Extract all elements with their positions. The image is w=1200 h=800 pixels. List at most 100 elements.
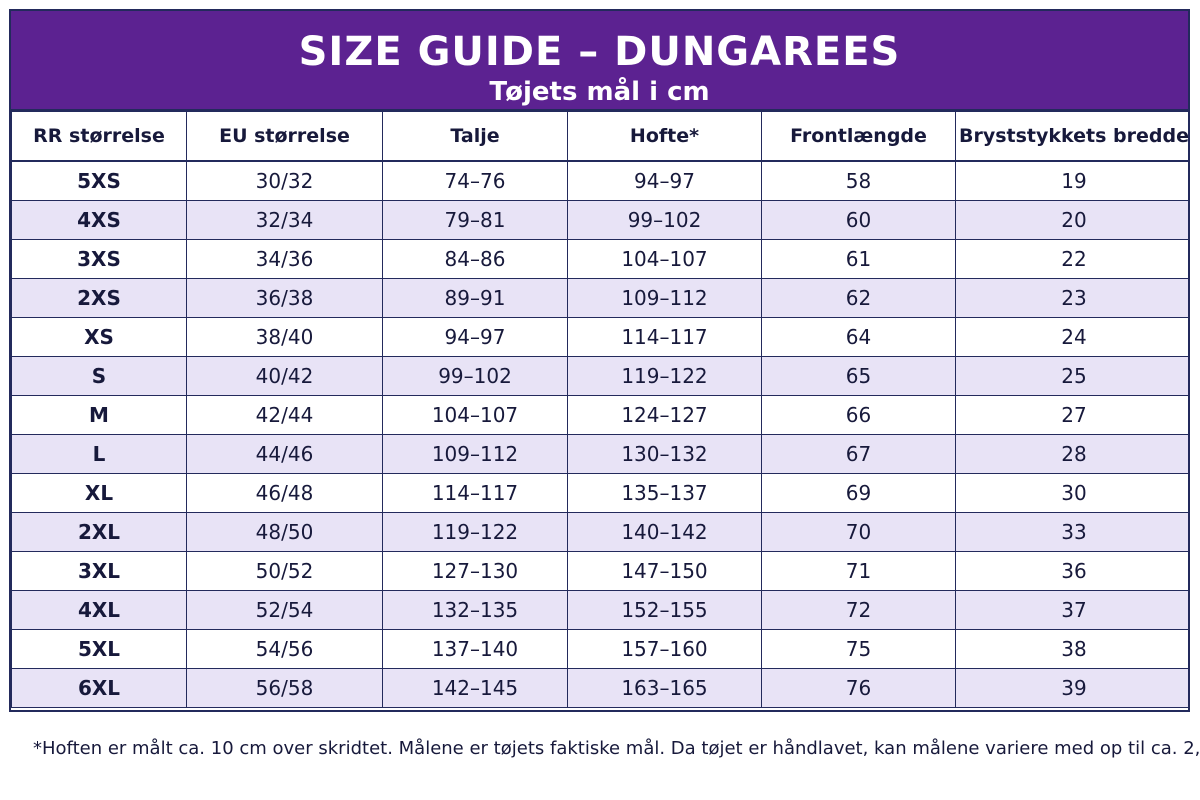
size-table: RR størrelse EU størrelse Talje Hofte* F… <box>11 111 1188 708</box>
waist-cell: 104–107 <box>382 395 568 435</box>
rr-size-cell: 2XL <box>11 512 187 552</box>
rr-size-cell: 2XS <box>11 278 187 318</box>
hip-cell: 109–112 <box>567 278 762 318</box>
bib-width-cell: 24 <box>955 317 1188 357</box>
eu-size-cell: 54/56 <box>186 629 383 669</box>
bib-width-cell: 28 <box>955 434 1188 474</box>
rr-size-cell: L <box>11 434 187 474</box>
column-header-front-length: Frontlængde <box>761 111 956 162</box>
rr-size-cell: 6XL <box>11 668 187 708</box>
waist-cell: 79–81 <box>382 200 568 240</box>
footnote: *Hoften er målt ca. 10 cm over skridtet.… <box>33 738 1200 759</box>
table-row: 4XL 52/54 132–135 152–155 72 37 <box>11 590 1188 630</box>
eu-size-cell: 46/48 <box>186 473 383 513</box>
hip-cell: 163–165 <box>567 668 762 708</box>
front-length-cell: 61 <box>761 239 956 279</box>
front-length-cell: 66 <box>761 395 956 435</box>
rr-size-cell: 4XL <box>11 590 187 630</box>
rr-size-cell: 4XS <box>11 200 187 240</box>
page-subtitle: Tøjets mål i cm <box>489 77 710 107</box>
table-row: S 40/42 99–102 119–122 65 25 <box>11 356 1188 396</box>
front-length-cell: 60 <box>761 200 956 240</box>
waist-cell: 114–117 <box>382 473 568 513</box>
eu-size-cell: 40/42 <box>186 356 383 396</box>
bib-width-cell: 23 <box>955 278 1188 318</box>
rr-size-cell: XL <box>11 473 187 513</box>
front-length-cell: 64 <box>761 317 956 357</box>
bib-width-cell: 30 <box>955 473 1188 513</box>
column-header-bib-width: Bryststykkets bredde <box>955 111 1188 162</box>
eu-size-cell: 52/54 <box>186 590 383 630</box>
front-length-cell: 70 <box>761 512 956 552</box>
rr-size-cell: 5XS <box>11 160 187 201</box>
column-header-hip: Hofte* <box>567 111 762 162</box>
bib-width-cell: 38 <box>955 629 1188 669</box>
bib-width-cell: 27 <box>955 395 1188 435</box>
hip-cell: 152–155 <box>567 590 762 630</box>
eu-size-cell: 56/58 <box>186 668 383 708</box>
bib-width-cell: 20 <box>955 200 1188 240</box>
front-length-cell: 58 <box>761 160 956 201</box>
eu-size-cell: 48/50 <box>186 512 383 552</box>
bib-width-cell: 37 <box>955 590 1188 630</box>
rr-size-cell: 3XL <box>11 551 187 591</box>
eu-size-cell: 50/52 <box>186 551 383 591</box>
front-length-cell: 69 <box>761 473 956 513</box>
page-title: SIZE GUIDE – DUNGAREES <box>298 29 901 75</box>
waist-cell: 99–102 <box>382 356 568 396</box>
hip-cell: 114–117 <box>567 317 762 357</box>
front-length-cell: 71 <box>761 551 956 591</box>
eu-size-cell: 44/46 <box>186 434 383 474</box>
table-row: 4XS 32/34 79–81 99–102 60 20 <box>11 200 1188 240</box>
eu-size-cell: 34/36 <box>186 239 383 279</box>
table-row: M 42/44 104–107 124–127 66 27 <box>11 395 1188 435</box>
hip-cell: 140–142 <box>567 512 762 552</box>
waist-cell: 74–76 <box>382 160 568 201</box>
bib-width-cell: 39 <box>955 668 1188 708</box>
rr-size-cell: M <box>11 395 187 435</box>
waist-cell: 142–145 <box>382 668 568 708</box>
table-body: 5XS 30/32 74–76 94–97 58 19 4XS 32/34 79–81 99–10… <box>11 160 1188 708</box>
bib-width-cell: 22 <box>955 239 1188 279</box>
column-header-waist: Talje <box>382 111 568 162</box>
eu-size-cell: 36/38 <box>186 278 383 318</box>
rr-size-cell: XS <box>11 317 187 357</box>
bib-width-cell: 19 <box>955 160 1188 201</box>
header-banner: SIZE GUIDE – DUNGAREES Tøjets mål i cm <box>11 11 1188 111</box>
hip-cell: 130–132 <box>567 434 762 474</box>
waist-cell: 109–112 <box>382 434 568 474</box>
hip-cell: 104–107 <box>567 239 762 279</box>
waist-cell: 127–130 <box>382 551 568 591</box>
front-length-cell: 65 <box>761 356 956 396</box>
rr-size-cell: 3XS <box>11 239 187 279</box>
waist-cell: 137–140 <box>382 629 568 669</box>
column-header-eu-size: EU størrelse <box>186 111 383 162</box>
column-header-rr-size: RR størrelse <box>11 111 187 162</box>
bib-width-cell: 33 <box>955 512 1188 552</box>
hip-cell: 119–122 <box>567 356 762 396</box>
hip-cell: 135–137 <box>567 473 762 513</box>
waist-cell: 119–122 <box>382 512 568 552</box>
eu-size-cell: 38/40 <box>186 317 383 357</box>
size-guide-frame: SIZE GUIDE – DUNGAREES Tøjets mål i cm R… <box>9 9 1190 712</box>
front-length-cell: 76 <box>761 668 956 708</box>
front-length-cell: 67 <box>761 434 956 474</box>
hip-cell: 147–150 <box>567 551 762 591</box>
table-row: 5XL 54/56 137–140 157–160 75 38 <box>11 629 1188 669</box>
hip-cell: 94–97 <box>567 160 762 201</box>
waist-cell: 89–91 <box>382 278 568 318</box>
waist-cell: 94–97 <box>382 317 568 357</box>
rr-size-cell: S <box>11 356 187 396</box>
bib-width-cell: 36 <box>955 551 1188 591</box>
front-length-cell: 62 <box>761 278 956 318</box>
front-length-cell: 72 <box>761 590 956 630</box>
table-header-row: RR størrelse EU størrelse Talje Hofte* F… <box>11 111 1188 162</box>
table-row: XL 46/48 114–117 135–137 69 30 <box>11 473 1188 513</box>
table-row: 2XS 36/38 89–91 109–112 62 23 <box>11 278 1188 318</box>
hip-cell: 124–127 <box>567 395 762 435</box>
table-row: 6XL 56/58 142–145 163–165 76 39 <box>11 668 1188 708</box>
table-row: XS 38/40 94–97 114–117 64 24 <box>11 317 1188 357</box>
waist-cell: 84–86 <box>382 239 568 279</box>
eu-size-cell: 42/44 <box>186 395 383 435</box>
waist-cell: 132–135 <box>382 590 568 630</box>
